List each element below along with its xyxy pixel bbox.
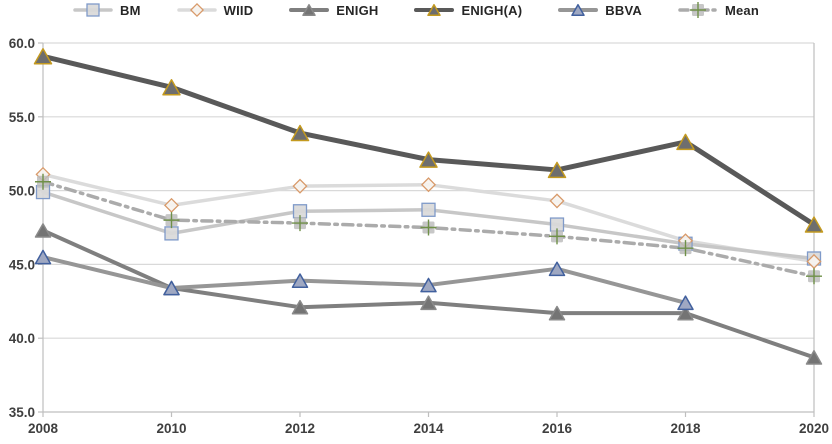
series-line-BBVA [41,255,688,305]
legend-item-ENIGH(A): ENIGH(A) [414,2,522,18]
x-tick-label: 2008 [28,421,59,436]
series-markers-ENIGH(A) [33,48,824,233]
x-tick-label: 2014 [413,421,444,436]
legend-label: BM [119,2,141,18]
y-tick-label: 45.0 [9,257,35,272]
x-tick-label: 2020 [799,421,829,436]
legend-label: ENIGH(A) [461,2,523,18]
y-axis-labels: 60.0 55.0 50.0 45.0 40.0 35.0 [9,36,35,420]
y-tick-label: 40.0 [9,331,35,346]
legend-marker-triangle-icon [289,3,330,17]
x-tick-label: 2012 [285,421,315,436]
y-tick-label: 35.0 [9,405,35,420]
legend-label: BBVA [605,2,642,18]
y-tick-label: 50.0 [9,184,35,199]
legend-label: WIID [223,2,254,18]
x-axis-labels: 2008 2010 2012 2014 2016 2018 2020 [28,421,829,436]
chart-legend: BM WIID ENIGH ENIGH(A) BBVA Mean [0,2,832,18]
series-line-ENIGH(A) [40,53,817,228]
legend-item-WIID: WIID [176,2,254,18]
legend-item-BBVA: BBVA [558,2,642,18]
legend-marker-plus-square-icon [678,2,718,18]
legend-marker-square-icon [73,3,113,17]
legend-item-Mean: Mean [678,2,759,18]
x-tick-label: 2016 [542,421,573,436]
y-tick-label: 55.0 [9,110,35,125]
legend-marker-triangle-icon [558,3,599,17]
y-tick-label: 60.0 [9,36,35,51]
legend-item-ENIGH: ENIGH [289,2,378,18]
legend-marker-triangle-icon [414,3,455,17]
legend-label: ENIGH [336,2,379,18]
legend-label: Mean [724,2,759,18]
series-markers-Mean [35,173,822,285]
x-tick-label: 2010 [156,421,186,436]
series-markers-BBVA [34,249,694,311]
legend-item-BM: BM [73,2,141,18]
x-tick-label: 2018 [670,421,701,436]
legend-marker-diamond-icon [176,2,217,18]
